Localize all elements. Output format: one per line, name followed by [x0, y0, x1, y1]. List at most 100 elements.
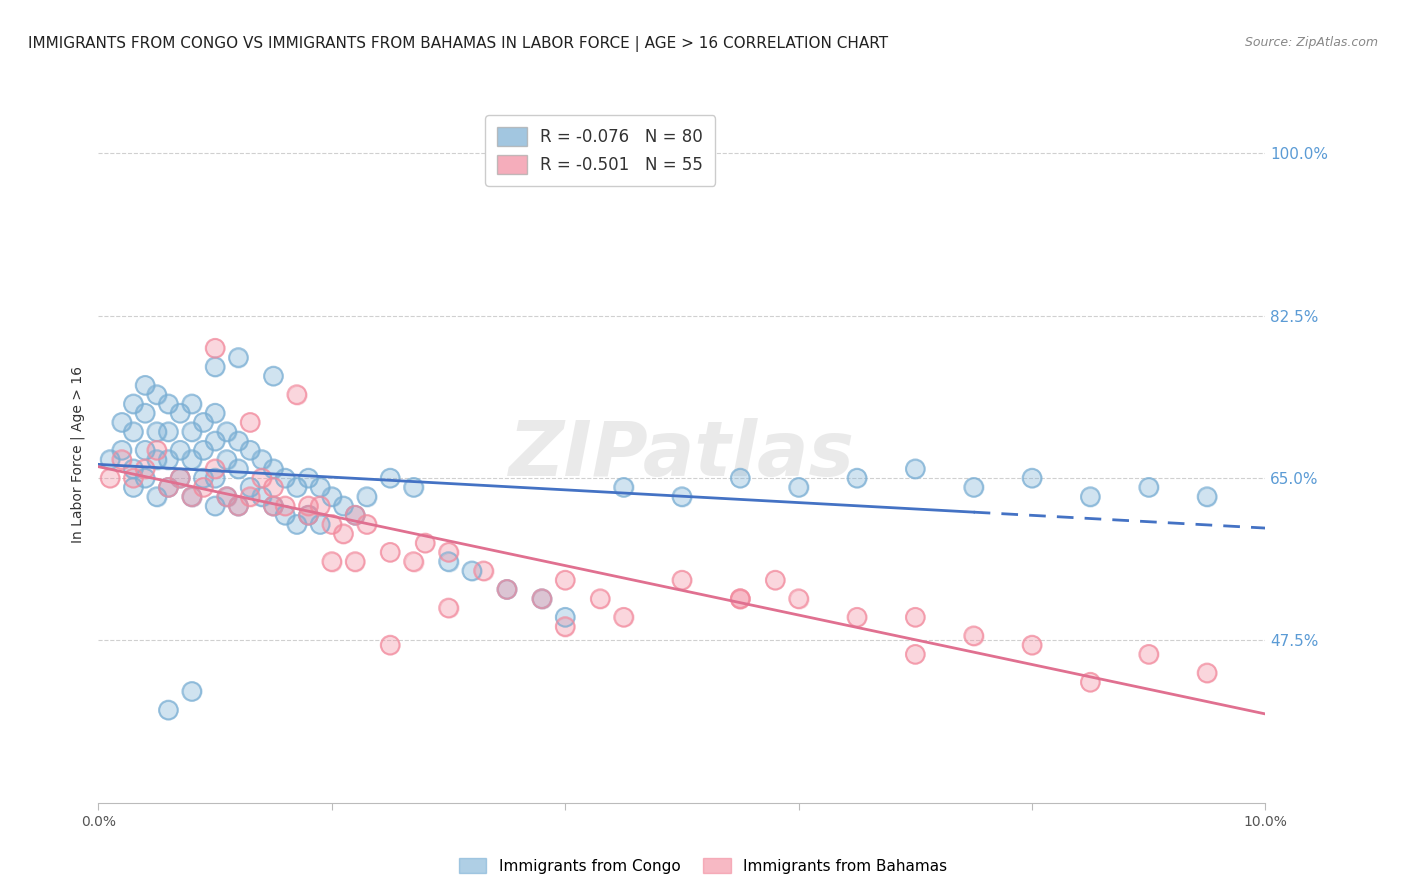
Point [215, 490, 238, 504]
Point [193, 443, 215, 458]
Point [380, 545, 402, 559]
Point [554, 573, 576, 587]
Point [589, 591, 612, 606]
Point [437, 601, 460, 615]
Point [344, 508, 367, 523]
Point [98, 452, 121, 467]
Point [180, 684, 202, 698]
Point [157, 480, 180, 494]
Point [309, 517, 332, 532]
Point [146, 490, 169, 504]
Point [180, 684, 202, 698]
Point [193, 480, 215, 494]
Point [215, 490, 238, 504]
Point [134, 462, 156, 476]
Point [904, 648, 927, 662]
Point [554, 610, 576, 624]
Point [554, 573, 576, 587]
Point [1137, 648, 1160, 662]
Point [332, 499, 354, 513]
Point [297, 508, 319, 523]
Point [787, 591, 810, 606]
Point [309, 499, 332, 513]
Point [157, 703, 180, 717]
Point [239, 416, 262, 430]
Point [1080, 490, 1102, 504]
Point [215, 490, 238, 504]
Point [262, 499, 284, 513]
Point [496, 582, 519, 597]
Point [730, 591, 752, 606]
Point [193, 480, 215, 494]
Point [380, 471, 402, 485]
Point [180, 452, 202, 467]
Point [157, 425, 180, 439]
Point [262, 480, 284, 494]
Point [193, 443, 215, 458]
Point [344, 555, 367, 569]
Point [321, 490, 343, 504]
Point [787, 480, 810, 494]
Point [297, 471, 319, 485]
Point [309, 517, 332, 532]
Point [496, 582, 519, 597]
Text: IMMIGRANTS FROM CONGO VS IMMIGRANTS FROM BAHAMAS IN LABOR FORCE | AGE > 16 CORRE: IMMIGRANTS FROM CONGO VS IMMIGRANTS FROM… [28, 36, 889, 52]
Point [437, 555, 460, 569]
Point [122, 462, 145, 476]
Point [157, 480, 180, 494]
Point [228, 499, 250, 513]
Point [204, 471, 226, 485]
Point [180, 397, 202, 411]
Point [122, 425, 145, 439]
Point [146, 425, 169, 439]
Point [134, 443, 156, 458]
Point [962, 480, 984, 494]
Point [962, 480, 984, 494]
Point [496, 582, 519, 597]
Point [111, 416, 134, 430]
Point [787, 480, 810, 494]
Point [962, 629, 984, 643]
Point [309, 480, 332, 494]
Point [239, 416, 262, 430]
Point [239, 443, 262, 458]
Point [297, 508, 319, 523]
Point [1195, 665, 1218, 680]
Point [274, 471, 297, 485]
Point [730, 591, 752, 606]
Point [98, 452, 121, 467]
Point [122, 462, 145, 476]
Point [530, 591, 553, 606]
Point [204, 406, 226, 420]
Point [402, 480, 425, 494]
Point [180, 397, 202, 411]
Point [146, 425, 169, 439]
Point [904, 648, 927, 662]
Point [671, 490, 693, 504]
Point [250, 490, 273, 504]
Point [146, 443, 169, 458]
Point [1137, 648, 1160, 662]
Point [356, 517, 378, 532]
Point [228, 499, 250, 513]
Point [297, 499, 319, 513]
Point [530, 591, 553, 606]
Point [472, 564, 495, 578]
Point [204, 462, 226, 476]
Point [1021, 471, 1043, 485]
Point [846, 471, 869, 485]
Point [250, 452, 273, 467]
Point [180, 490, 202, 504]
Point [671, 573, 693, 587]
Point [332, 499, 354, 513]
Point [157, 397, 180, 411]
Point [285, 387, 308, 401]
Point [146, 452, 169, 467]
Point [413, 536, 436, 550]
Point [98, 471, 121, 485]
Point [262, 369, 284, 384]
Point [1080, 675, 1102, 690]
Point [612, 610, 634, 624]
Point [309, 499, 332, 513]
Point [239, 480, 262, 494]
